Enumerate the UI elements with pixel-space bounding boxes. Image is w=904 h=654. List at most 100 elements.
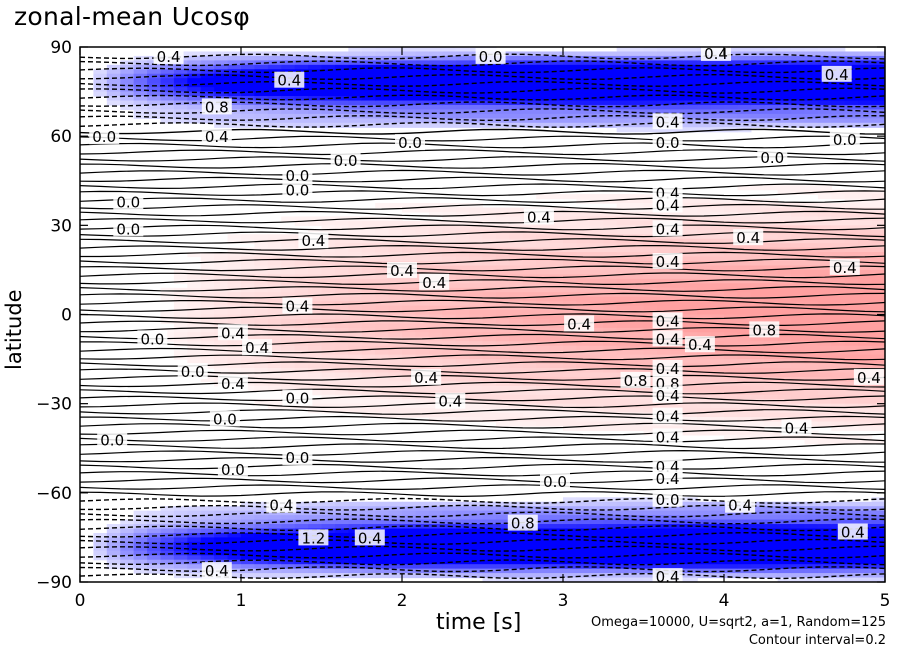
field-cell (334, 238, 349, 244)
field-cell (442, 109, 457, 115)
field-cell (415, 559, 430, 565)
field-cell (563, 247, 578, 253)
contour-line (80, 224, 885, 231)
field-cell (710, 278, 725, 284)
contour-label: 0.4 (785, 419, 809, 437)
field-cell (536, 515, 551, 521)
field-cell (415, 305, 430, 311)
field-cell (509, 292, 524, 298)
field-cell (737, 546, 752, 552)
field-cell (563, 301, 578, 307)
field-cell (630, 91, 645, 97)
field-cell (254, 399, 269, 405)
field-cell (308, 51, 323, 57)
field-cell (495, 376, 510, 382)
field-cell (455, 47, 470, 53)
field-cell (670, 274, 685, 280)
field-cell (817, 243, 832, 249)
field-cell (737, 301, 752, 307)
field-cell (455, 336, 470, 342)
field-cell (469, 394, 484, 400)
field-cell (509, 381, 524, 387)
field-cell (254, 363, 269, 369)
field-cell (227, 100, 242, 106)
field-cell (750, 47, 765, 53)
field-cell (697, 261, 712, 267)
field-cell (160, 314, 175, 320)
field-cell (817, 314, 832, 320)
field-cell (777, 109, 792, 115)
field-cell (777, 541, 792, 547)
field-cell (200, 359, 215, 365)
field-cell (764, 546, 779, 552)
contour-label-bg (282, 181, 313, 198)
field-cell (442, 269, 457, 275)
field-cell (482, 546, 497, 552)
field-cell (576, 408, 591, 414)
field-cell (173, 64, 188, 70)
field-cell (334, 327, 349, 333)
field-cell (764, 430, 779, 436)
field-cell (670, 550, 685, 556)
field-cell (549, 354, 564, 360)
field-cell (495, 399, 510, 405)
contour-line (80, 374, 885, 381)
field-cell (724, 73, 739, 79)
field-cell (871, 247, 885, 253)
field-cell (683, 203, 698, 209)
field-cell (415, 247, 430, 253)
field-cell (817, 421, 832, 427)
field-cell (656, 211, 671, 218)
field-cell (308, 247, 323, 253)
field-cell (817, 403, 832, 409)
field-cell (563, 109, 578, 115)
field-cell (495, 310, 510, 316)
field-cell (804, 310, 819, 316)
field-cell (495, 327, 510, 333)
field-cell (522, 122, 537, 128)
field-cell (536, 100, 551, 106)
field-cell (670, 104, 685, 111)
field-cell (173, 287, 188, 293)
field-cell (348, 292, 363, 298)
field-cell (563, 207, 578, 213)
field-cell (428, 243, 443, 249)
field-cell (254, 252, 269, 258)
field-cell (791, 292, 806, 298)
field-cell (710, 91, 725, 97)
field-cell (804, 573, 819, 579)
contour-label-bg (201, 128, 232, 145)
field-cell (147, 109, 162, 115)
field-cell (254, 519, 269, 525)
field-cell (831, 341, 846, 347)
field-cell (737, 524, 752, 530)
field-cell (791, 252, 806, 258)
field-cell (281, 510, 296, 516)
field-cell (321, 225, 336, 231)
field-cell (603, 345, 618, 351)
field-cell (522, 501, 537, 507)
field-cell (522, 399, 537, 405)
field-cell (428, 301, 443, 307)
contour-line (80, 60, 885, 67)
field-cell (817, 501, 832, 507)
field-cell (455, 332, 470, 338)
field-cell (831, 51, 846, 57)
field-cell (388, 555, 403, 561)
field-cell (710, 532, 725, 539)
field-cell (415, 47, 430, 53)
field-cell (388, 372, 403, 378)
field-cell (321, 104, 336, 111)
field-cell (589, 359, 604, 365)
field-cell (455, 292, 470, 298)
contour-label-bg (266, 496, 297, 513)
field-cell (831, 368, 846, 374)
field-cell (160, 113, 175, 119)
field-cell (294, 519, 309, 525)
field-cell (764, 261, 779, 267)
field-cell (509, 385, 524, 391)
field-cell (415, 252, 430, 258)
contour-label-bg (749, 321, 780, 338)
field-cell (361, 510, 376, 516)
field-cell (455, 501, 470, 507)
